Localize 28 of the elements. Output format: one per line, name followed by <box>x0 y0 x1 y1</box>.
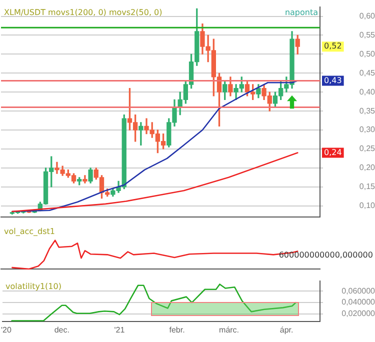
y-tick-label: 0,10 <box>359 201 375 210</box>
y-tick-label: 0,35 <box>359 106 375 116</box>
text: 0,43 <box>324 76 342 85</box>
annotation: 600000000000,000000 <box>278 250 373 260</box>
y-tick-label: 0,60 <box>359 11 375 20</box>
text: 0,24 <box>324 148 342 157</box>
annotation: naponta <box>284 8 318 17</box>
y-tick-label: 0,15 <box>359 182 375 192</box>
x-tick-label: dec. <box>54 325 70 334</box>
chart-title: vol_acc_dst1 <box>4 227 56 236</box>
x-tick-label: márc. <box>219 325 240 334</box>
chart-title: XLM/USDT movs1(200, 0) movs2(50, 0) <box>4 8 162 17</box>
x-tick-label: ápr. <box>280 325 294 334</box>
y-tick-label: 0,40 <box>359 87 375 96</box>
text: 0,52 <box>324 42 342 51</box>
y-tick-label: 0,20 <box>359 163 375 172</box>
x-tick-label: febr. <box>169 325 185 334</box>
chart-title: volatility1(10) <box>6 282 62 291</box>
y-tick-label: 0,060000 <box>342 286 375 296</box>
y-tick-label: 0,30 <box>359 125 375 134</box>
y-tick-label: 0,020000 <box>342 309 375 318</box>
y-tick-label: 0,040000 <box>342 298 375 307</box>
x-tick-label: '20 <box>1 325 12 334</box>
x-tick-label: '21 <box>114 325 126 334</box>
y-tick-label: 0,25 <box>359 144 375 154</box>
y-tick-label: 0,50 <box>359 49 375 58</box>
y-tick-label: 0,55 <box>359 30 375 40</box>
y-tick-label: 0,45 <box>359 68 375 78</box>
